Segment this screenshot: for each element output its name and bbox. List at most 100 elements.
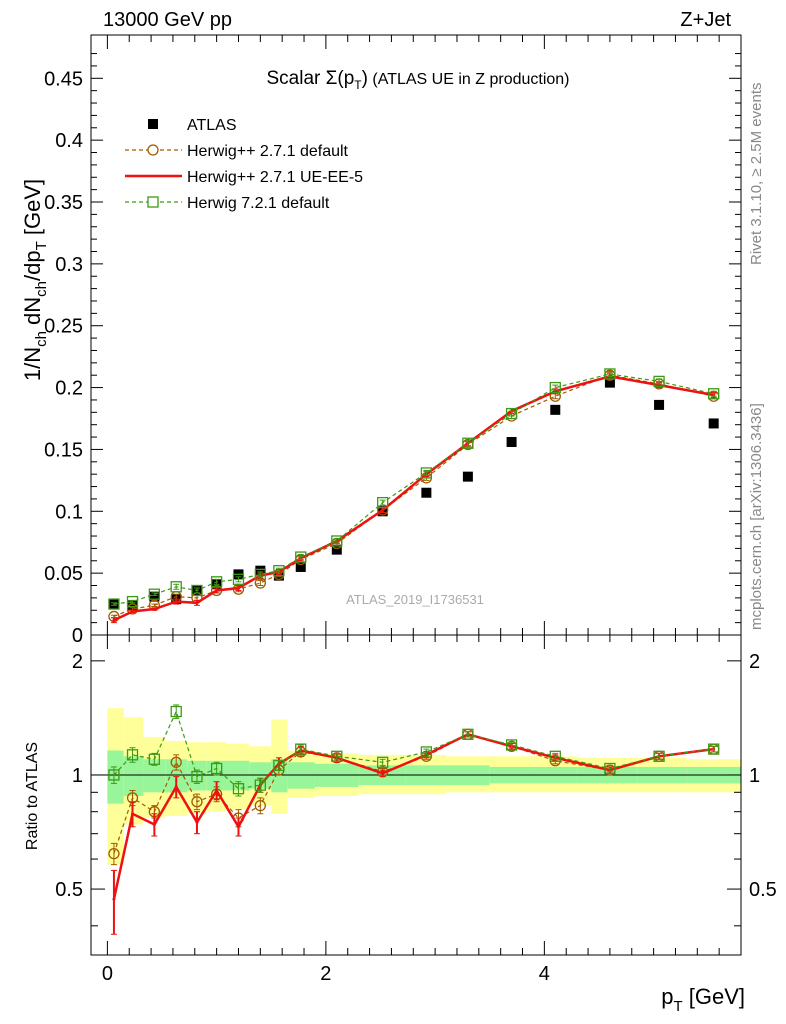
herwig7-point [653,750,665,762]
main-y-tick-label: 0.35 [44,192,83,214]
legend-circle-symbol [147,144,159,156]
ratio-y-tick-label-right: 2 [749,651,760,673]
herwig7-point [273,565,285,577]
herwig7-point [126,595,139,608]
ratio-panel-frame [90,634,742,956]
atlas-data-point [654,399,665,410]
herwigpp-ueee5-point [112,897,116,901]
herwig7-point [273,759,285,772]
herwigpp-ueee5-point [112,618,116,622]
herwig7-point [108,598,120,610]
x-axis-label: pT [GeV] [661,984,745,1015]
main-y-tick-label: 0.3 [55,254,83,276]
herwigpp-ueee5-point [215,788,219,792]
x-tick-label: 0 [102,963,113,985]
atlas-data-point [550,404,561,415]
header-right-label: Z+Jet [680,9,731,31]
atlas-data-point [462,471,473,482]
mcplots-label: mcplots.cern.ch [arXiv:1306.3436] [748,403,765,630]
ratio-y-axis-label: Ratio to ATLAS [24,742,41,850]
herwig7-point [191,770,203,783]
herwigpp-default-point [126,603,139,615]
herwigpp-ueee5-point [195,601,199,605]
herwig7-point [295,551,307,563]
herwigpp-ueee5-point [152,823,156,827]
legend-label: ATLAS [187,117,237,134]
legend-square-symbol [147,196,159,208]
herwig7-point [232,783,245,795]
main-y-tick-label: 0.2 [55,378,83,400]
legend: ATLAS Herwig++ 2.7.1 default Herwig++ 2.7.… [125,117,363,212]
herwig7-point [420,467,433,479]
ratio-y-tick-label-right: 1 [749,765,760,787]
herwig7-point [232,573,245,585]
herwig7-point [170,705,182,718]
herwig7-point [191,584,203,597]
herwig7-point [708,743,720,755]
herwig7-point [210,762,223,775]
series-line [113,374,714,617]
herwig7-point [708,388,720,400]
ratio-uncertainty-bands [107,708,741,865]
atlas-data-point [708,418,719,429]
herwig7-point [148,588,161,600]
herwig7-point [170,581,182,593]
herwig7-point [604,368,616,380]
herwig7-point [331,535,343,547]
herwig7-point [377,496,389,509]
main-y-tick-label: 0.4 [55,130,83,152]
legend-label: Herwig 7.2.1 default [187,195,330,212]
green-band-segment [143,759,166,793]
herwig7-point [653,375,665,388]
herwig7-point [295,743,307,755]
herwigpp-ueee5-point [381,771,385,775]
x-tick-label: 2 [320,963,331,985]
green-band-segment [165,759,188,793]
analysis-label: ATLAS_2019_I1736531 [346,592,484,607]
legend-label: Herwig++ 2.7.1 default [187,143,349,160]
herwig7-point [210,576,223,588]
herwigpp-ueee5-point [131,609,135,613]
herwigpp-ueee5-point [152,607,156,611]
herwigpp-ueee5-point [131,812,135,816]
atlas-data-point [149,591,160,602]
main-y-tick-label: 0.15 [44,439,83,461]
main-y-tick-label: 0.45 [44,68,83,90]
herwigpp-default-point [191,796,203,808]
atlas-data-point [506,437,517,448]
herwigpp-ueee5-point [215,588,219,592]
herwigpp-ueee5-point [195,820,199,824]
plot-title: Scalar Σ(pT) (ATLAS UE in Z production) [266,68,569,92]
data-series [108,368,720,935]
series-line [113,375,714,622]
main-y-tick-label: 0.05 [44,563,83,585]
green-band-segment [123,756,144,797]
herwig7-point [505,739,518,751]
herwig7-point [505,407,518,420]
herwig7-point [549,750,561,762]
tick-labels: 0 0.05 0.1 0.15 0.2 0.25 0.3 0.35 0.4 0.45 0 2 4 0.5 0… [44,68,777,985]
legend-label: Herwig++ 2.7.1 UE-EE-5 [187,169,363,186]
series-line [113,373,714,605]
rivet-version-label: Rivet 3.1.10, ≥ 2.5M events [748,83,765,266]
atlas-data-point [255,565,266,576]
ratio-y-tick-label: 0.5 [55,879,83,901]
herwigpp-default-point [170,756,182,768]
green-band-segment [287,762,315,789]
herwig7-point [254,568,266,581]
header-left-label: 13000 GeV pp [103,9,232,31]
herwig7-point [604,762,616,775]
herwigpp-ueee5-point [381,508,385,512]
herwig7-point [420,746,433,758]
atlas-data-point [127,600,138,611]
atlas-data-point [331,544,342,555]
legend-atlas-symbol [148,119,158,129]
herwig7-point [549,381,561,394]
herwigpp-default-point [108,848,120,860]
herwig7-point [331,750,343,762]
herwigpp-ueee5-point [174,600,178,604]
main-y-tick-label: 0.25 [44,316,83,338]
herwig7-point [377,756,389,768]
herwigpp-ueee5-point [174,785,178,789]
